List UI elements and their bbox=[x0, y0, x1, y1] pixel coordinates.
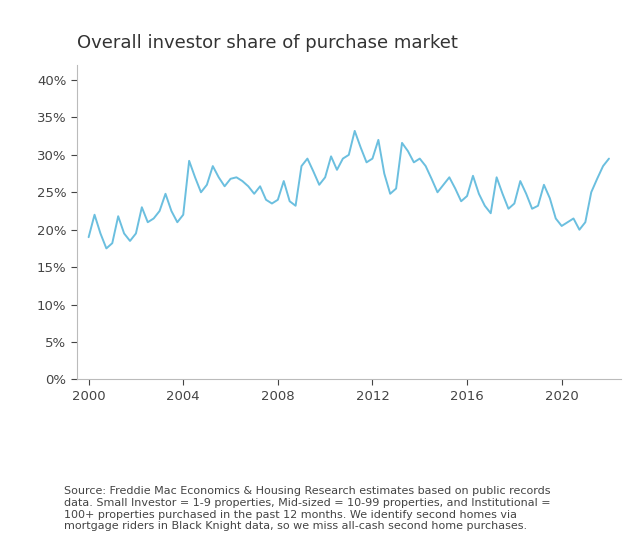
Text: Overall investor share of purchase market: Overall investor share of purchase marke… bbox=[77, 34, 458, 53]
Text: Source: Freddie Mac Economics & Housing Research estimates based on public recor: Source: Freddie Mac Economics & Housing … bbox=[64, 486, 550, 531]
